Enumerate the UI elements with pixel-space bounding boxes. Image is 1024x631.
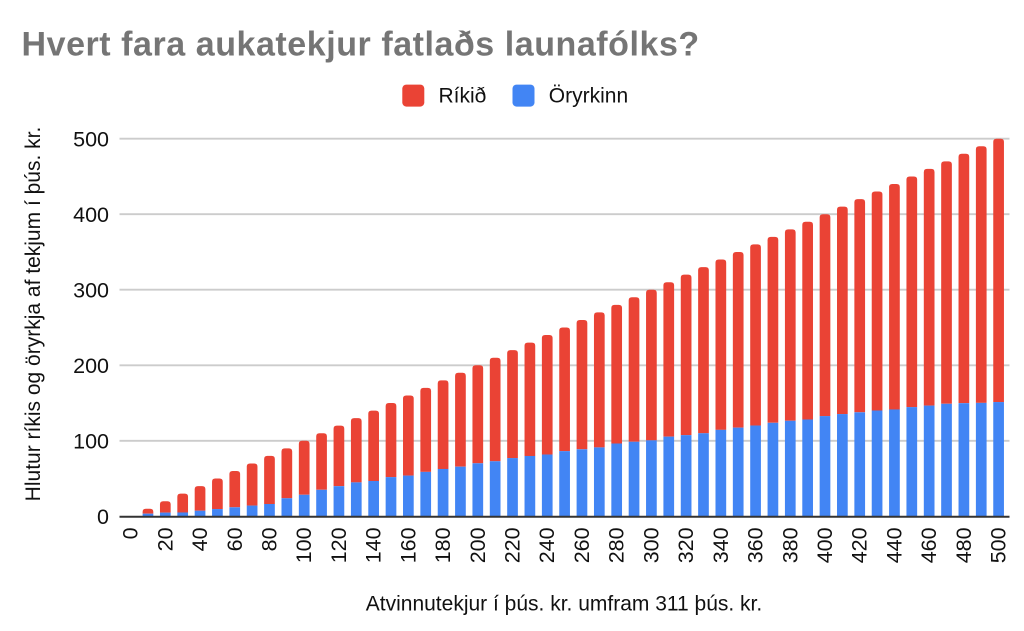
svg-text:400: 400 [73,203,109,227]
svg-text:500: 500 [987,527,1011,563]
svg-text:300: 300 [73,278,109,302]
svg-text:260: 260 [570,527,594,563]
svg-text:480: 480 [952,527,976,563]
svg-text:160: 160 [396,527,420,563]
svg-text:320: 320 [674,527,698,563]
svg-text:500: 500 [73,127,109,151]
svg-text:Hlutur ríkis og öryrkja af tek: Hlutur ríkis og öryrkja af tekjum í þús.… [22,127,45,502]
svg-text:280: 280 [605,527,629,563]
svg-text:220: 220 [501,527,525,563]
svg-text:340: 340 [709,527,733,563]
svg-text:40: 40 [188,527,212,551]
svg-text:200: 200 [73,354,109,378]
svg-text:20: 20 [153,527,177,551]
svg-text:0: 0 [97,505,109,529]
svg-text:200: 200 [466,527,490,563]
svg-text:Ríkið: Ríkið [439,85,487,108]
svg-text:80: 80 [258,527,282,551]
svg-text:460: 460 [917,527,941,563]
svg-text:380: 380 [778,527,802,563]
svg-text:140: 140 [362,527,386,563]
svg-text:Atvinnutekjur í þús. kr. umfra: Atvinnutekjur í þús. kr. umfram 311 þús.… [366,593,762,616]
svg-text:Hvert fara aukatekjur fatlaðs: Hvert fara aukatekjur fatlaðs launafólks… [22,25,700,63]
svg-text:120: 120 [327,527,351,563]
svg-text:60: 60 [223,527,247,551]
svg-text:240: 240 [535,527,559,563]
svg-text:400: 400 [813,527,837,563]
svg-text:Öryrkinn: Öryrkinn [549,85,628,108]
svg-text:0: 0 [119,527,143,539]
svg-text:300: 300 [639,527,663,563]
svg-text:360: 360 [744,527,768,563]
svg-text:100: 100 [73,429,109,453]
svg-text:100: 100 [292,527,316,563]
svg-text:180: 180 [431,527,455,563]
svg-text:420: 420 [848,527,872,563]
svg-text:440: 440 [882,527,906,563]
